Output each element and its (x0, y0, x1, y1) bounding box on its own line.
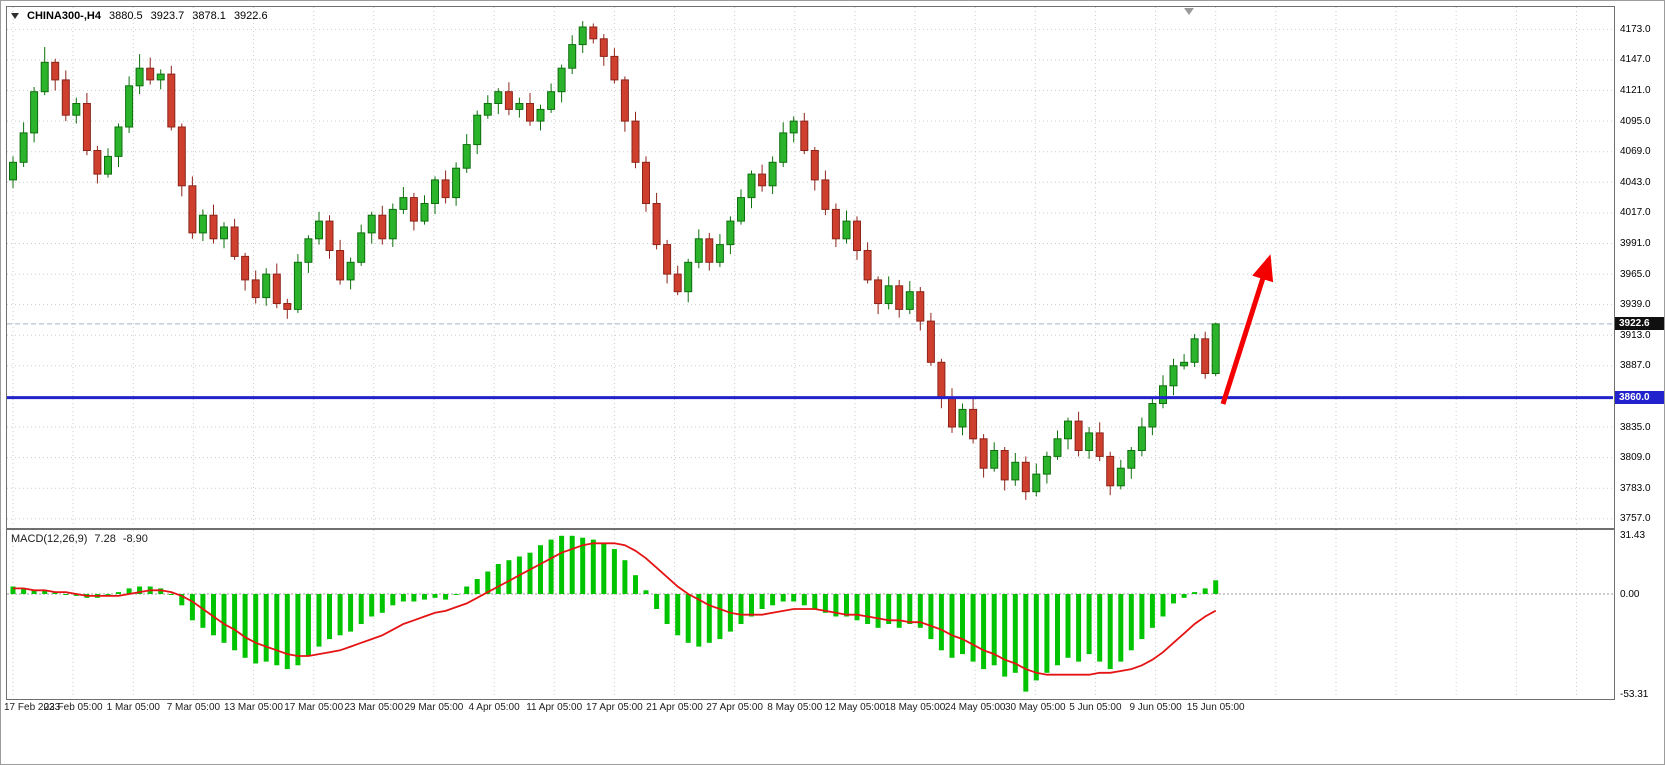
time-axis-label: 23 Mar 05:00 (344, 702, 404, 713)
price-tick-label: 4069.0 (1620, 146, 1651, 158)
macd-tick-label: -53.31 (1620, 688, 1649, 700)
time-axis-label: 7 Mar 05:00 (166, 702, 221, 713)
price-tick-label: 3783.0 (1620, 482, 1651, 494)
price-tick-label: 3887.0 (1620, 360, 1651, 372)
trend-arrow[interactable] (1220, 254, 1274, 405)
price-tick-label: 4121.0 (1620, 85, 1651, 96)
price-tick-label: 3939.0 (1620, 299, 1651, 311)
time-axis-label: 9 Jun 05:00 (1129, 702, 1182, 713)
price-tick-label: 3809.0 (1620, 452, 1651, 464)
price-tick-label: 4017.0 (1620, 207, 1651, 219)
macd-canvas[interactable] (7, 530, 1613, 698)
grid-layer (7, 7, 1613, 527)
time-axis-label: 29 Mar 05:00 (404, 702, 464, 713)
macd-signal-line[interactable] (13, 542, 1217, 676)
price-tick-label: 3757.0 (1620, 513, 1651, 525)
price-chart-canvas[interactable] (7, 7, 1613, 527)
time-axis-label: 12 May 05:00 (824, 702, 886, 713)
candles-layer[interactable] (9, 21, 1220, 500)
time-axis-label: 1 Mar 05:00 (106, 702, 160, 713)
time-axis-label: 17 Apr 05:00 (586, 702, 643, 713)
macd-signal-value: -8.90 (122, 533, 148, 545)
macd-indicator-label: MACD(12,26,9) 7.28 -8.90 (11, 533, 148, 545)
current-price-badge: 3922.6 (1615, 317, 1664, 331)
time-axis[interactable]: 17 Feb 2023 23 Feb 05:00 1 Mar 05:00 7 Mar … (1, 699, 1614, 717)
macd-histogram[interactable] (10, 535, 1219, 692)
time-axis-label: 18 May 05:00 (884, 702, 946, 713)
ohlc-low-value: 3878.1 (192, 10, 226, 22)
price-tick-label: 3835.0 (1620, 421, 1651, 433)
chart-header: CHINA300-,H4 3880.5 3923.7 3878.1 3922.6 (11, 10, 268, 22)
time-axis-label: 17 Feb 2023 (4, 702, 61, 713)
time-axis-label: 21 Apr 05:00 (646, 702, 703, 713)
macd-tick-label: 0.00 (1620, 588, 1640, 600)
time-axis-label: 27 Apr 05:00 (706, 702, 763, 713)
time-axis-label: 23 Feb 05:00 (43, 702, 103, 713)
price-tick-label: 4173.0 (1620, 23, 1651, 35)
ohlc-close-value: 3922.6 (233, 10, 268, 22)
time-axis-label: 13 Mar 05:00 (224, 702, 283, 713)
price-tick-label: 3965.0 (1620, 268, 1651, 280)
symbol-title: CHINA300-,H4 (27, 10, 101, 22)
ohlc-high-value: 3923.7 (150, 10, 185, 22)
time-axis-label: 8 May 05:00 (767, 702, 823, 713)
time-axis-label: 24 May 05:00 (944, 702, 1006, 713)
price-tick-label: 3991.0 (1620, 238, 1651, 249)
time-axis-label: 17 Mar 05:00 (284, 702, 344, 713)
hline-price-badge: 3860.0 (1615, 391, 1664, 405)
macd-name: MACD(12,26,9) (11, 533, 88, 545)
price-tick-label: 3913.0 (1620, 329, 1651, 341)
price-tick-label: 4095.0 (1620, 115, 1651, 127)
time-axis-label: 5 Jun 05:00 (1069, 702, 1122, 713)
chart-shift-marker-icon[interactable] (1184, 8, 1194, 15)
time-axis-label: 30 May 05:00 (1004, 702, 1066, 713)
ohlc-open-value: 3880.5 (108, 10, 143, 22)
symbol-marker-icon (11, 13, 19, 19)
time-axis-label: 4 Apr 05:00 (468, 702, 520, 713)
macd-tick-label: 31.43 (1620, 529, 1646, 541)
time-axis-label: 15 Jun 05:00 (1186, 702, 1245, 713)
price-tick-label: 4043.0 (1620, 176, 1651, 188)
time-axis-label: 11 Apr 05:00 (526, 702, 583, 713)
price-axis[interactable]: 3922.6 3860.0 4173.0 4147.0 4121.0 4095.0 40… (1614, 1, 1664, 764)
price-tick-label: 4147.0 (1620, 54, 1651, 66)
macd-main-value: 7.28 (94, 533, 116, 545)
